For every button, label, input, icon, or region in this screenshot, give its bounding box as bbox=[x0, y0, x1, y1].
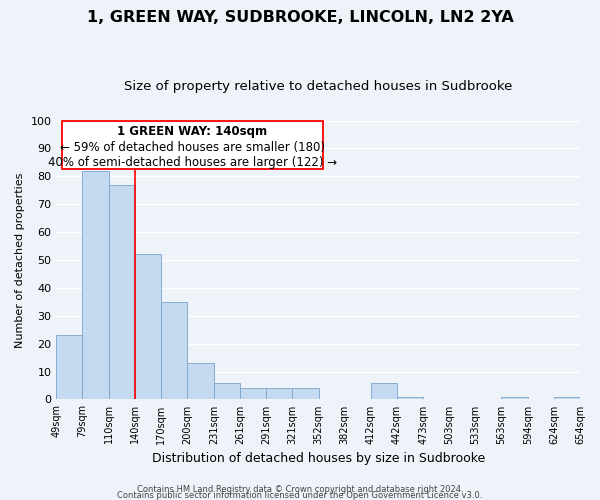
Text: 1, GREEN WAY, SUDBROOKE, LINCOLN, LN2 2YA: 1, GREEN WAY, SUDBROOKE, LINCOLN, LN2 2Y… bbox=[86, 10, 514, 25]
Text: ← 59% of detached houses are smaller (180): ← 59% of detached houses are smaller (18… bbox=[60, 141, 325, 154]
X-axis label: Distribution of detached houses by size in Sudbrooke: Distribution of detached houses by size … bbox=[152, 452, 485, 465]
Y-axis label: Number of detached properties: Number of detached properties bbox=[15, 172, 25, 348]
Bar bbox=[397, 396, 424, 400]
Text: Contains HM Land Registry data © Crown copyright and database right 2024.: Contains HM Land Registry data © Crown c… bbox=[137, 484, 463, 494]
Bar bbox=[371, 382, 397, 400]
Bar bbox=[109, 184, 135, 400]
Bar bbox=[266, 388, 292, 400]
FancyBboxPatch shape bbox=[62, 120, 323, 170]
Bar bbox=[292, 388, 319, 400]
Bar bbox=[161, 302, 187, 400]
Bar bbox=[187, 363, 214, 400]
Bar bbox=[214, 382, 240, 400]
Bar bbox=[501, 396, 528, 400]
Bar bbox=[240, 388, 266, 400]
Text: 1 GREEN WAY: 140sqm: 1 GREEN WAY: 140sqm bbox=[118, 125, 268, 138]
Bar bbox=[554, 396, 580, 400]
Bar bbox=[135, 254, 161, 400]
Bar bbox=[56, 336, 82, 400]
Text: 40% of semi-detached houses are larger (122) →: 40% of semi-detached houses are larger (… bbox=[48, 156, 337, 168]
Text: Contains public sector information licensed under the Open Government Licence v3: Contains public sector information licen… bbox=[118, 490, 482, 500]
Bar bbox=[82, 171, 109, 400]
Title: Size of property relative to detached houses in Sudbrooke: Size of property relative to detached ho… bbox=[124, 80, 512, 93]
